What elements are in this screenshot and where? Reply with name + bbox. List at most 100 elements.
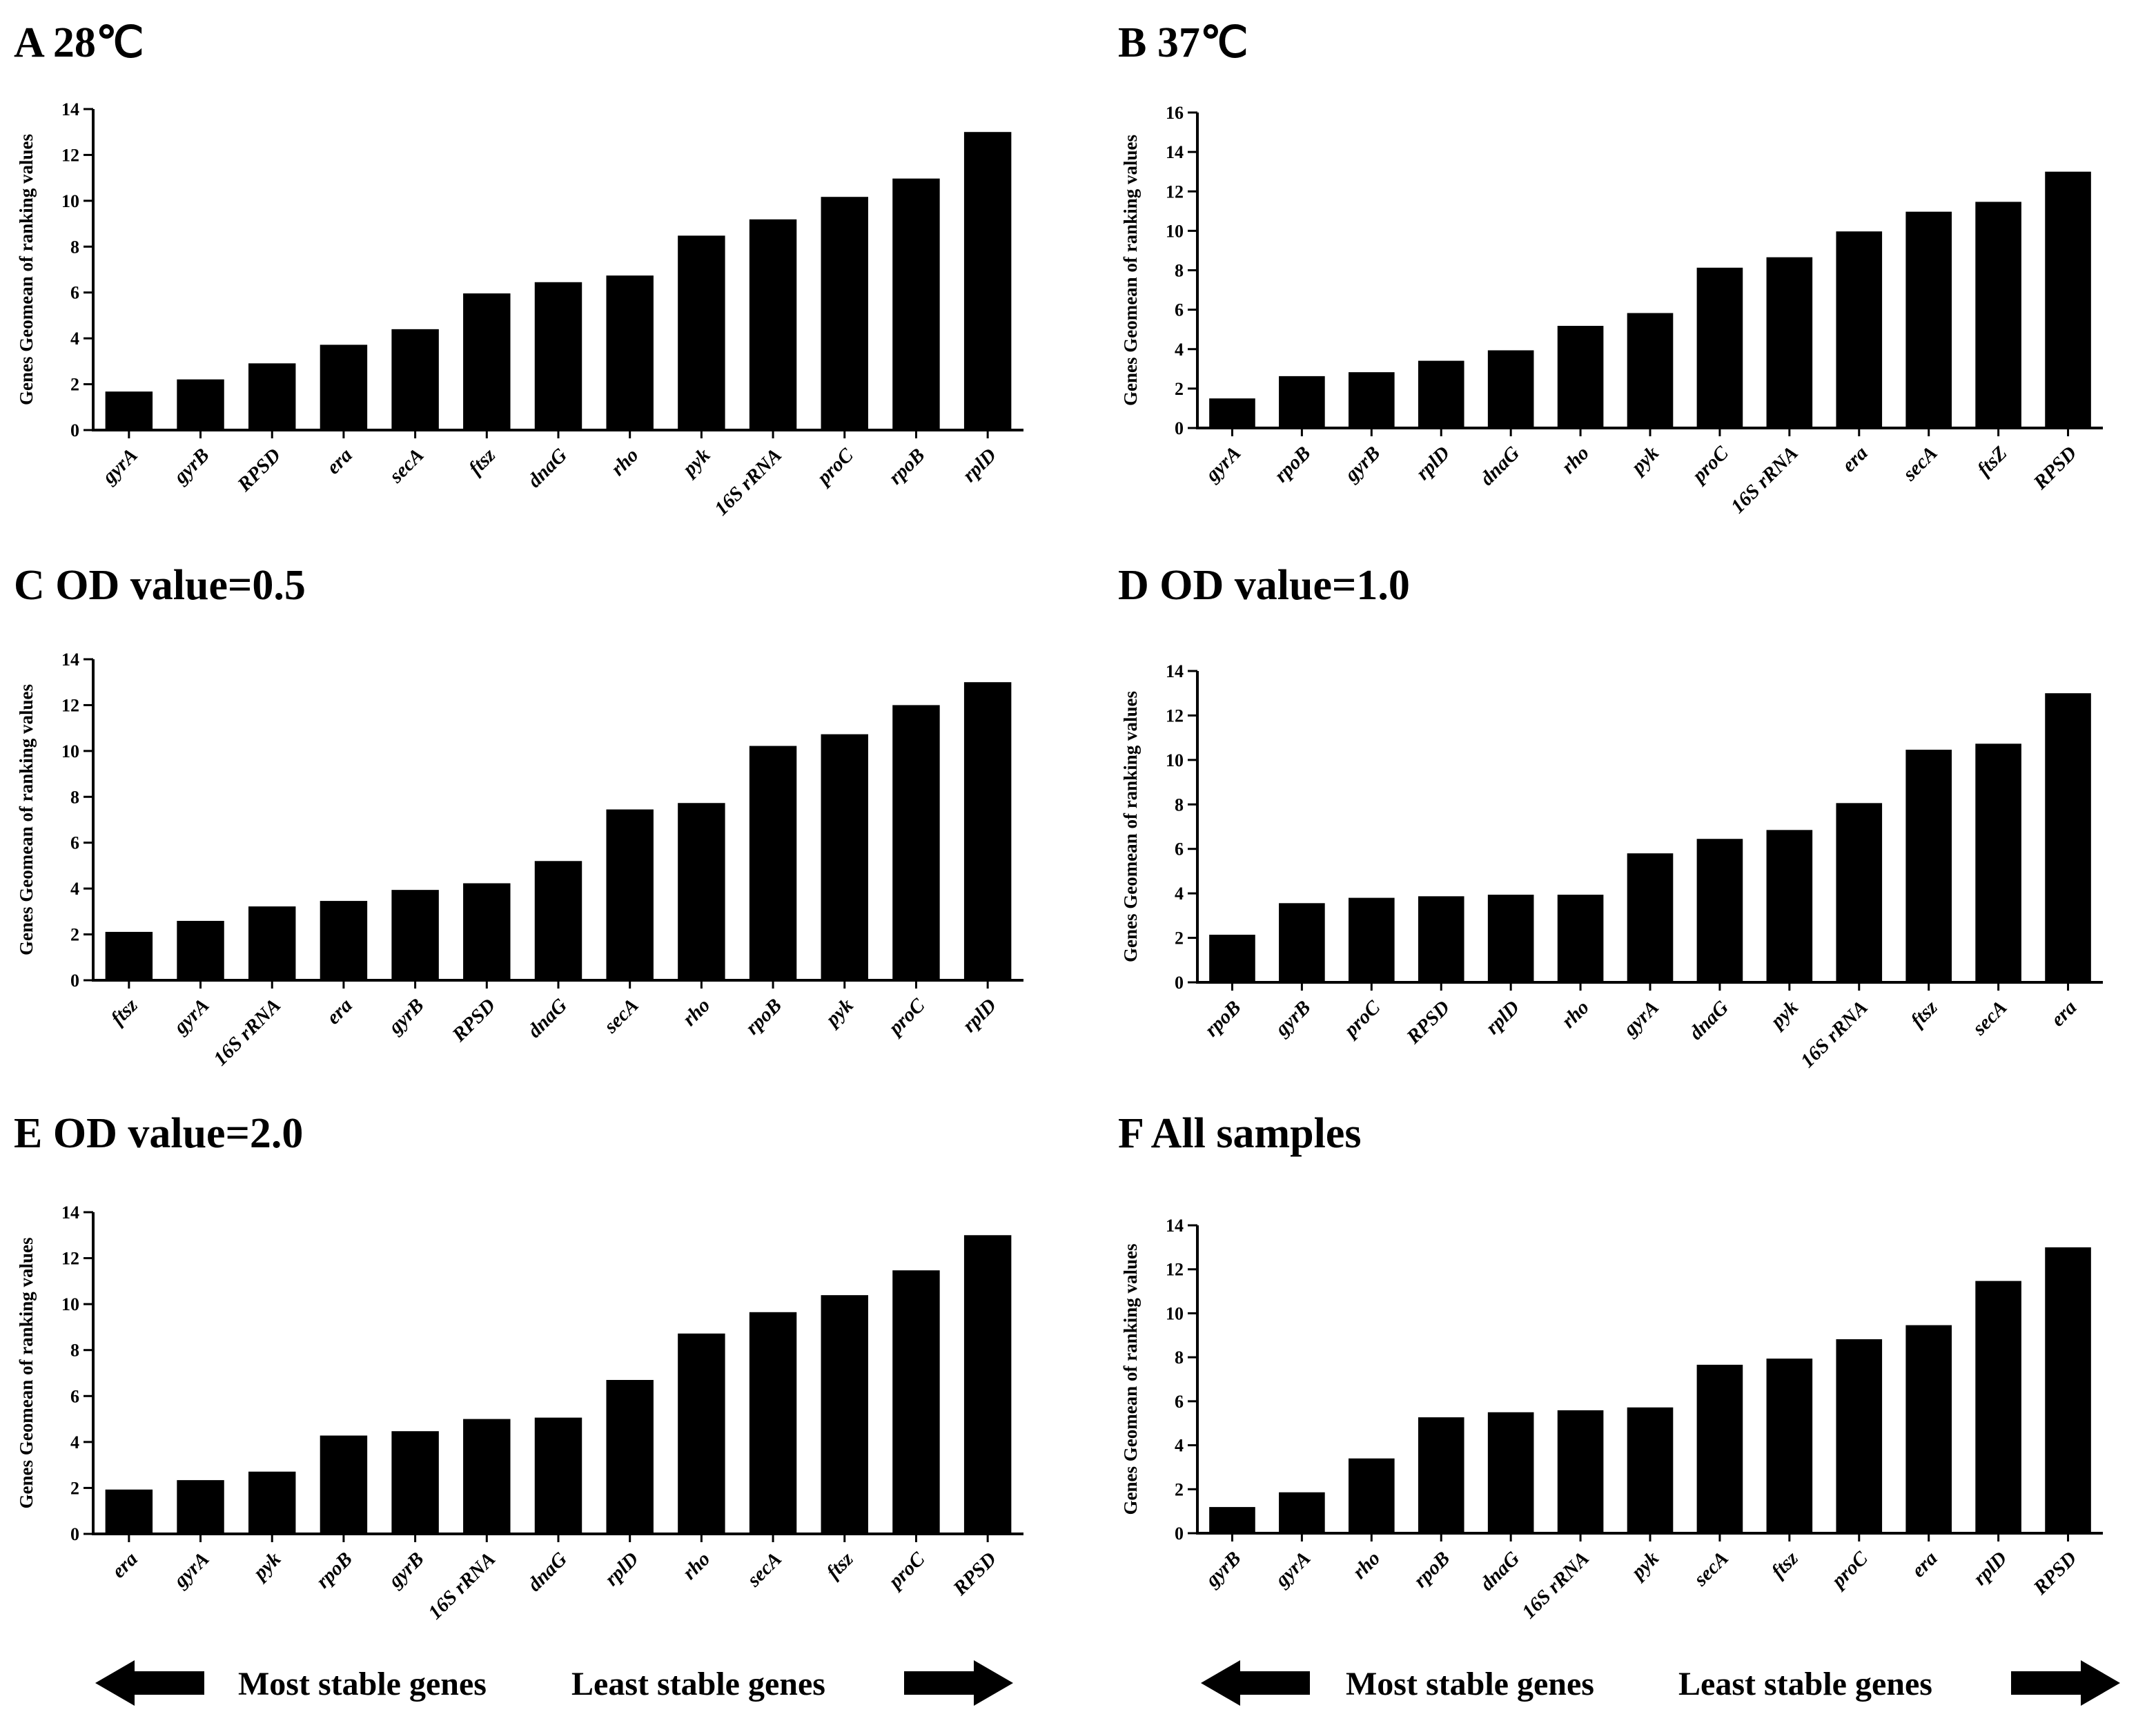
x-category-label: ftsz bbox=[107, 994, 143, 1030]
x-category-label: era bbox=[108, 1548, 142, 1582]
y-tick-label: 4 bbox=[70, 329, 79, 349]
y-axis-label: Genes Geomean of ranking values bbox=[16, 1237, 37, 1508]
y-tick-label: 10 bbox=[61, 191, 79, 211]
x-category-label: gyrB bbox=[1201, 1547, 1245, 1591]
x-category-label: pyk bbox=[820, 994, 858, 1032]
bar bbox=[678, 1333, 725, 1534]
y-tick-label: 14 bbox=[1166, 142, 1184, 162]
bar bbox=[391, 890, 439, 980]
y-axis-label: Genes Geomean of ranking values bbox=[1120, 691, 1141, 962]
bar bbox=[320, 344, 368, 430]
y-tick-label: 6 bbox=[1175, 1392, 1184, 1412]
x-category-label: secA bbox=[743, 1548, 786, 1591]
y-tick-label: 0 bbox=[70, 1524, 79, 1544]
x-category-label: gyrB bbox=[1340, 442, 1384, 486]
bar bbox=[1766, 830, 1813, 982]
bar bbox=[463, 1419, 511, 1534]
x-category-label: dnaG bbox=[1476, 1547, 1524, 1595]
bar bbox=[320, 1435, 368, 1534]
x-category-label: rplD bbox=[1482, 996, 1524, 1038]
bar bbox=[1696, 839, 1743, 982]
bar bbox=[892, 1270, 940, 1534]
bar bbox=[1905, 750, 1952, 982]
bar bbox=[1349, 372, 1395, 428]
bar bbox=[391, 1431, 439, 1534]
x-category-label: rplD bbox=[1969, 1547, 2011, 1589]
y-tick-label: 0 bbox=[1175, 1524, 1184, 1544]
panel-a-title: A 28℃ bbox=[14, 19, 144, 66]
y-tick-label: 4 bbox=[70, 1432, 79, 1452]
bar bbox=[892, 178, 940, 430]
y-tick-label: 14 bbox=[1166, 661, 1184, 681]
y-tick-label: 2 bbox=[70, 375, 79, 395]
x-category-label: ftsz bbox=[823, 1548, 859, 1584]
x-category-label: RPSD bbox=[948, 1548, 1001, 1600]
bar bbox=[821, 734, 868, 980]
x-category-label: secA bbox=[1968, 996, 2011, 1040]
y-tick-label: 0 bbox=[70, 971, 79, 991]
y-tick-label: 8 bbox=[1175, 1348, 1184, 1368]
bar bbox=[1209, 935, 1255, 982]
y-tick-label: 0 bbox=[1175, 973, 1184, 993]
bar bbox=[1418, 896, 1464, 982]
y-tick-label: 0 bbox=[1175, 418, 1184, 438]
panel-b-title: B 37℃ bbox=[1118, 19, 1248, 66]
bar bbox=[678, 235, 725, 430]
bar bbox=[1836, 1339, 1883, 1533]
bar bbox=[105, 391, 153, 430]
x-category-label: RPSD bbox=[1402, 996, 1454, 1049]
bar bbox=[1487, 350, 1534, 428]
y-tick-label: 10 bbox=[1166, 1303, 1184, 1323]
bar bbox=[821, 1295, 868, 1534]
x-category-label: RPSD bbox=[2029, 1547, 2081, 1599]
bar bbox=[1696, 1364, 1743, 1533]
y-tick-label: 12 bbox=[61, 1249, 79, 1269]
bar bbox=[1418, 1417, 1464, 1533]
x-category-label: ftsz bbox=[464, 444, 500, 480]
bar bbox=[749, 1312, 797, 1534]
x-category-label: gyrA bbox=[169, 1548, 213, 1592]
x-category-label: rplD bbox=[959, 444, 1001, 486]
bar bbox=[248, 363, 296, 430]
bar bbox=[1487, 1412, 1534, 1533]
bar bbox=[2045, 171, 2091, 428]
y-axis-label: Genes Geomean of ranking values bbox=[16, 134, 37, 405]
y-axis-label: Genes Geomean of ranking values bbox=[1120, 135, 1141, 406]
bar bbox=[1557, 326, 1604, 428]
x-category-label: rplD bbox=[600, 1548, 643, 1590]
y-tick-label: 12 bbox=[1166, 182, 1184, 202]
y-tick-label: 4 bbox=[1175, 340, 1184, 360]
x-category-label: era bbox=[1908, 1547, 1942, 1582]
bar bbox=[1557, 1410, 1604, 1533]
x-category-label: RPSD bbox=[233, 444, 285, 496]
x-category-label: gyrA bbox=[1619, 996, 1663, 1040]
y-tick-label: 12 bbox=[61, 695, 79, 715]
y-tick-label: 2 bbox=[1175, 379, 1184, 399]
x-category-label: dnaG bbox=[1685, 996, 1733, 1044]
x-category-label: 16S rRNA bbox=[1727, 442, 1803, 518]
x-category-label: dnaG bbox=[524, 994, 571, 1042]
x-category-label: rpoB bbox=[885, 444, 930, 489]
x-category-label: gyrA bbox=[1271, 1547, 1315, 1591]
y-tick-label: 4 bbox=[70, 879, 79, 899]
x-category-label: era bbox=[1838, 442, 1872, 476]
x-category-label: ftsz bbox=[1767, 1547, 1803, 1583]
x-category-label: rpoB bbox=[741, 994, 786, 1039]
y-tick-label: 8 bbox=[1175, 261, 1184, 281]
bar bbox=[1279, 376, 1325, 428]
x-category-label: secA bbox=[1898, 442, 1941, 485]
chart-f-all-samples: 0 2 4 6 8 10 12 14 Genes Geomean of ranking valu… bbox=[1120, 1216, 2103, 1623]
bar bbox=[248, 906, 296, 980]
x-category-label: pyk bbox=[1765, 996, 1803, 1034]
x-category-label: proC bbox=[812, 444, 858, 490]
bar bbox=[1627, 313, 1674, 428]
bar bbox=[1766, 1359, 1813, 1533]
bar bbox=[105, 931, 153, 980]
x-category-label: rho bbox=[607, 444, 643, 480]
y-tick-label: 2 bbox=[70, 1478, 79, 1498]
y-axis-label: Genes Geomean of ranking values bbox=[1120, 1243, 1141, 1515]
x-category-label: gyrA bbox=[97, 444, 141, 488]
y-tick-label: 6 bbox=[1175, 839, 1184, 859]
bar bbox=[1905, 211, 1952, 428]
x-category-label: secA bbox=[384, 444, 428, 487]
